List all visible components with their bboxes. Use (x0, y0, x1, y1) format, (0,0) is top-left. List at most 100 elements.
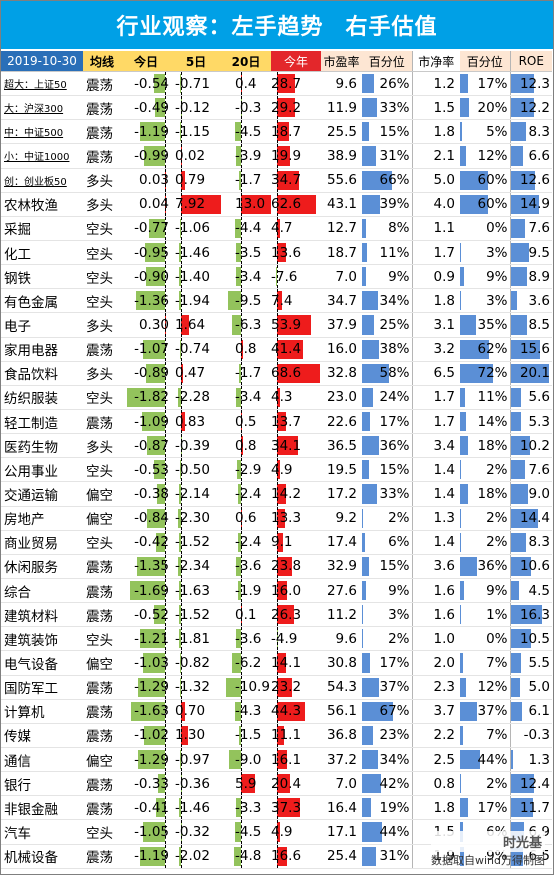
value-pb: 4.0 (411, 192, 460, 217)
value-pe: 16.0 (321, 337, 362, 362)
value-d5: -2.02 (175, 848, 210, 865)
cell-pe_pct: 8% (362, 216, 412, 241)
cell-pe_pct: 33% (362, 481, 412, 507)
value-pb: 6.5 (411, 361, 460, 386)
bar-d20 (232, 315, 241, 335)
zero-axis (277, 699, 278, 723)
value-ytd: 4.9 (271, 461, 293, 478)
bar-pb_pct (460, 387, 466, 407)
zero-axis (165, 409, 166, 433)
bar-today (142, 822, 165, 842)
bar-today (148, 218, 165, 238)
value-roe: 15.6 (519, 341, 550, 358)
row-trend: 震荡 (83, 602, 121, 628)
cell-pe_pct: 31% (362, 143, 412, 169)
cell-roe: 5.3 (509, 409, 552, 435)
bar-ytd (277, 460, 281, 480)
row-trend: 偏空 (83, 481, 121, 507)
cell-pb_pct: 36% (460, 554, 510, 579)
value-pb_pct: 2% (486, 534, 508, 551)
row-trend: 震荡 (83, 723, 121, 748)
bar-roe (511, 436, 530, 456)
bar-d5 (181, 170, 185, 190)
table-row: 综合 震荡 -1.69 -1.63 -1.9 16.0 27.6 9% 1.6 9% 4.5 (1, 578, 552, 604)
bar-roe (511, 363, 549, 383)
watermark-logo: 时光基 (430, 831, 545, 852)
cell-d20: -6.2 (221, 650, 271, 676)
bar-ytd (277, 387, 280, 407)
table-row: 电子 多头 0.30 1.64 -6.3 53.9 37.9 25% 3.1 35% 8.5 (1, 312, 552, 338)
bar-pb_pct (460, 774, 461, 794)
cell-pb_pct: 5% (460, 119, 510, 145)
bar-pb_pct (460, 556, 477, 576)
cell-pb_pct: 9% (460, 578, 510, 604)
bar-today (154, 605, 165, 625)
value-today: -0.49 (134, 99, 169, 116)
cell-pe_pct: 66% (362, 168, 412, 193)
value-d20: -1.7 (235, 365, 262, 382)
row-name: 建筑材料 (1, 602, 83, 628)
cell-today: -1.29 (121, 675, 171, 700)
value-pb: 1.8 (411, 288, 460, 314)
value-roe: 10.2 (519, 437, 550, 454)
cell-pe_pct: 3% (362, 602, 412, 628)
value-roe: 16.3 (519, 606, 550, 623)
cell-pb_pct: 17% (460, 71, 510, 97)
bar-ytd (277, 194, 317, 214)
row-name: 通信 (1, 747, 83, 773)
bar-d20 (232, 653, 241, 673)
bar-ytd (277, 532, 283, 552)
cell-roe: 14.9 (509, 192, 552, 217)
value-pe_pct: 6% (388, 534, 410, 551)
value-pb_pct: 2% (486, 510, 508, 527)
bar-d20 (225, 677, 241, 697)
cell-ytd: 14.2 (271, 481, 321, 507)
title-right: 右手估值 (345, 15, 438, 40)
cell-pb_pct: 7% (460, 723, 510, 748)
header-pb-pct: 百分位 (460, 51, 510, 72)
value-pe_pct: 34% (379, 751, 410, 768)
row-trend: 空头 (83, 240, 121, 266)
bar-d20 (234, 122, 241, 142)
value-pe_pct: 8% (388, 220, 410, 237)
value-ytd: 68.6 (271, 365, 302, 382)
value-roe: 20.1 (519, 365, 550, 382)
value-today: -1.05 (134, 823, 169, 840)
cell-roe: 8.3 (509, 530, 552, 555)
value-pb_pct: 62% (477, 341, 508, 358)
cell-today: -1.29 (121, 747, 171, 773)
zero-axis (241, 265, 242, 288)
bar-roe (511, 387, 522, 407)
cell-d20: -9.5 (221, 288, 271, 314)
value-today: -0.54 (134, 75, 169, 92)
bar-roe (511, 798, 533, 818)
row-trend: 多头 (83, 312, 121, 338)
row-name: 休闲服务 (1, 554, 83, 579)
bar-ytd (277, 315, 311, 335)
bar-ytd (277, 677, 292, 697)
bar-roe (511, 749, 513, 770)
bar-pe_pct (362, 291, 378, 311)
cell-ytd: 19.9 (271, 143, 321, 169)
value-pe: 11.9 (321, 95, 362, 121)
zero-axis (181, 651, 182, 675)
industry-table: 2019-10-30 均线 今日 5日 20日 今年 市盈率 百分位 市净率 百… (1, 51, 552, 869)
zero-axis (277, 723, 278, 747)
value-pe: 56.1 (321, 699, 362, 724)
header-today: 今日 (121, 51, 171, 72)
value-pb: 1.6 (411, 578, 460, 604)
bar-ytd (277, 605, 294, 625)
row-trend: 多头 (83, 361, 121, 386)
value-roe: 5.6 (528, 389, 550, 406)
zero-axis (241, 796, 242, 819)
cell-today: -0.49 (121, 95, 171, 121)
cell-d5: -0.71 (171, 71, 221, 97)
row-trend: 空头 (83, 264, 121, 290)
value-today: -0.95 (134, 244, 169, 261)
header-row: 2019-10-30 均线 今日 5日 20日 今年 市盈率 百分位 市净率 百… (1, 51, 552, 72)
bar-roe (511, 532, 527, 552)
cell-ytd: 18.7 (271, 119, 321, 145)
value-pb: 2.3 (411, 675, 460, 700)
value-pe_pct: 44% (379, 823, 410, 840)
